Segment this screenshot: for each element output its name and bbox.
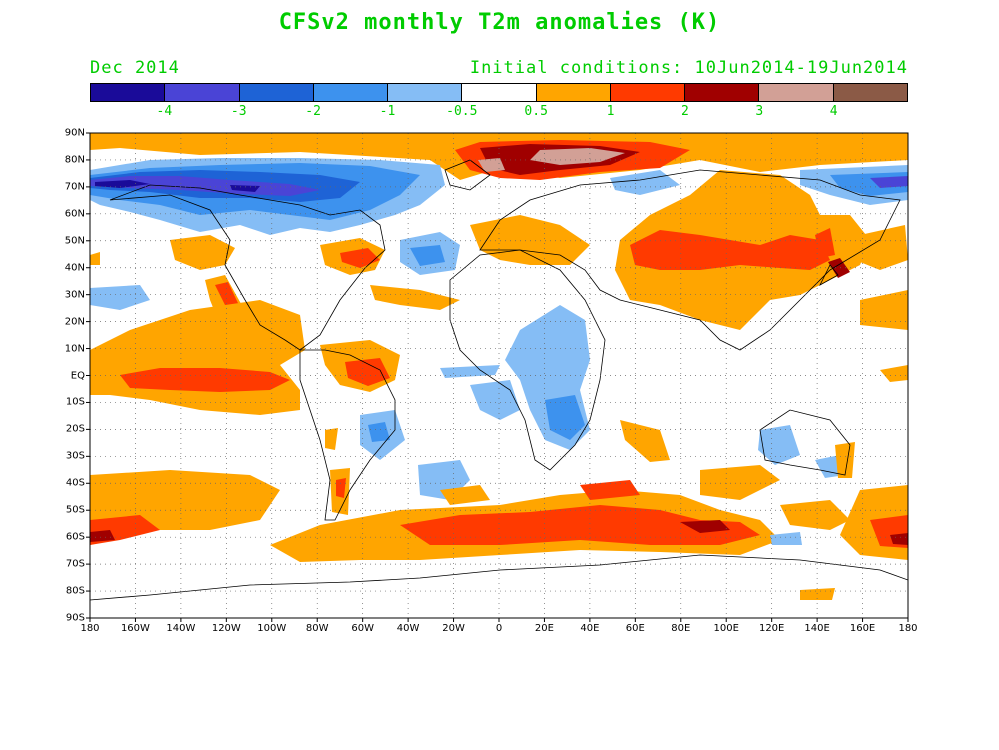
lon-label: 20W (442, 623, 465, 634)
axis-ticks (86, 132, 909, 622)
lon-label: 120W (211, 623, 241, 634)
colorbar-swatch (610, 84, 686, 101)
colorbar-label: -3 (230, 104, 247, 119)
lat-label: 20N (64, 316, 85, 328)
colorbar-label: -0.5 (446, 104, 478, 119)
lat-label: EQ (70, 370, 85, 381)
lon-label: 40E (580, 623, 600, 634)
lon-label: 0 (495, 623, 503, 634)
lat-label: 90N (64, 127, 85, 139)
colorbar-swatch (759, 84, 834, 101)
lon-label: 120E (758, 623, 785, 634)
lon-label: 100E (713, 623, 739, 634)
lat-label: 30N (64, 289, 85, 301)
colorbar-label: -2 (305, 104, 321, 119)
chart-title: CFSv2 monthly T2m anomalies (K) (278, 10, 721, 35)
colorbar-swatch (165, 84, 240, 101)
lat-label: 50N (64, 235, 85, 247)
lat-label: 30S (65, 450, 85, 462)
lat-label: 60S (65, 531, 85, 543)
lon-label: 140W (166, 623, 196, 634)
colorbar-swatch (239, 84, 314, 101)
lon-label: 40W (396, 623, 420, 634)
colorbar-label: 0.5 (524, 104, 548, 119)
lon-label: 20E (534, 623, 554, 634)
anomaly-fill-na-cold-3 (90, 176, 320, 196)
lon-label: 160W (120, 623, 150, 634)
lat-label: 80N (64, 154, 85, 166)
lon-label: 140E (804, 623, 830, 634)
lat-label: 10S (65, 396, 85, 408)
lat-label: 50S (65, 504, 85, 516)
lat-label: 70N (64, 181, 85, 193)
initial-conditions-label: Initial conditions: 10Jun2014-19Jun2014 (469, 58, 908, 78)
colorbar-label: -4 (156, 104, 173, 119)
lat-lon-grid (90, 133, 908, 618)
colorbar-label: -1 (379, 104, 396, 119)
colorbar-label: 4 (829, 104, 838, 119)
lat-label: 20S (65, 423, 85, 435)
valid-month-label: Dec 2014 (90, 58, 180, 78)
colorbar-swatch (91, 84, 166, 101)
lon-label: 180 (80, 623, 100, 634)
coastline-outlines (90, 159, 908, 601)
lon-label: 160E (849, 623, 876, 634)
lat-label: 40N (64, 262, 85, 274)
lon-label: 180 (898, 623, 918, 634)
lon-label: 60E (625, 623, 645, 634)
colorbar-swatch (313, 84, 389, 101)
lon-label: 80W (305, 623, 329, 634)
lat-label: 90S (65, 612, 85, 624)
lat-label: 10N (64, 343, 85, 355)
colorbar-swatch (536, 84, 611, 101)
anomaly-fill-arctic-extreme (530, 148, 625, 165)
lat-label: 40S (65, 477, 85, 489)
colorbar (90, 83, 908, 102)
lat-label: 70S (65, 558, 85, 570)
colorbar-label: 3 (755, 104, 764, 119)
colorbar-swatch (685, 84, 760, 101)
lat-label: 80S (65, 585, 85, 597)
lon-label: 60W (351, 623, 374, 634)
colorbar-label: 1 (606, 104, 615, 119)
colorbar-swatch (388, 84, 463, 101)
lat-label: 60N (64, 208, 85, 220)
lon-label: 100W (257, 623, 287, 634)
colorbar-swatch (833, 84, 907, 101)
lon-label: 80E (671, 623, 691, 634)
colorbar-swatch (462, 84, 537, 101)
colorbar-label: 2 (680, 104, 689, 119)
